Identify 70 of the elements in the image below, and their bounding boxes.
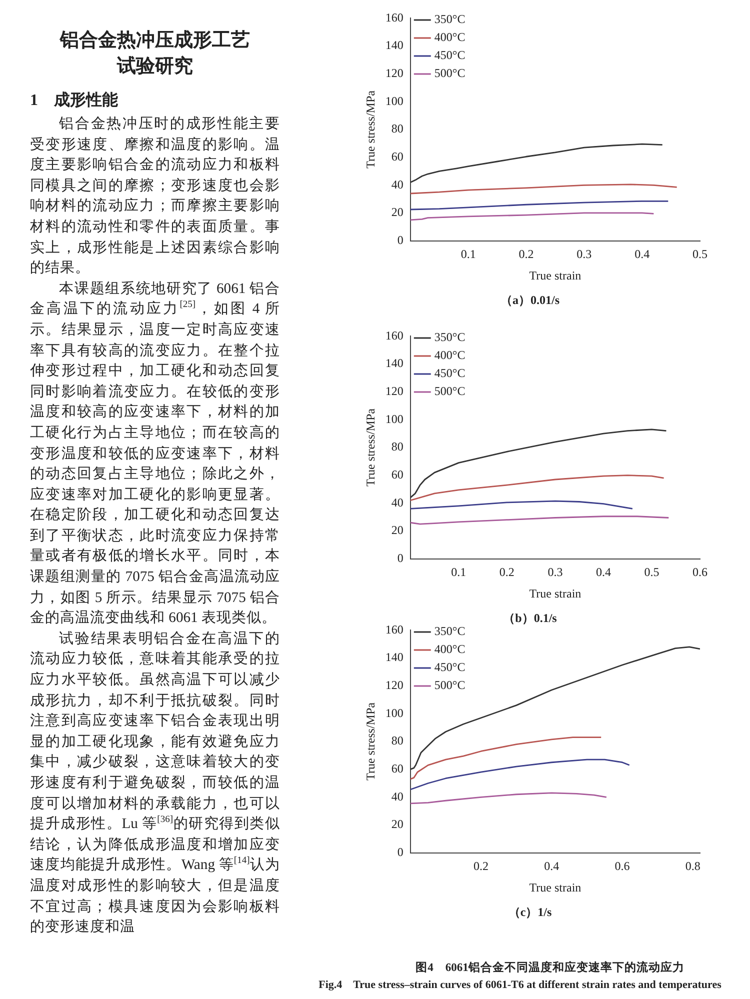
y-tick-label: 20 — [391, 523, 404, 538]
text: 试验结果表明铝合金在高温下的流动应力较低，意味着其能承受的拉应力水平较低。虽然高温下可以减少成形抗力，却不利于抵抗破裂。同时注意到高应变速率下铝合金表现出明显的加工硬化现象，能有效避免应力集中，减少破裂，这意味着较大的变形速度有利于避免破裂，而较低的温度可以增加材料的承载能力，也可以提升成形性。Lu 等$^{[36]}$的研究得到类似结论，认为降低成形温度和增加应变速度均能提升成形性。Wang 等$^{[14]}$认为温度对成形性的影响较大，但是温度不宜过高；模具速度因为会影响板料的变形速度和温 — [30, 630, 280, 936]
y-tick-label: 20 — [391, 205, 404, 220]
text: 铝合金热冲压时的成形性能主要受变形速度、摩擦和温度的影响。温度主要影响铝合金的流动应力和板料同模具之间的摩擦；变形速度也会影响材料的流动应力；而摩擦主要影响材料的流动性和零件的表面质量。事实上，成形性能是上述因素综合影响的结果。 — [30, 114, 280, 278]
y-tick-label: 160 — [385, 10, 404, 24]
x-tick-label: 0.3 — [576, 247, 592, 262]
y-tick-label: 20 — [391, 817, 404, 832]
y-tick-label: 0 — [397, 232, 404, 247]
x-axis-title: True strain — [529, 880, 582, 895]
text: （c）1/s — [508, 904, 552, 919]
y-tick-label: 160 — [385, 328, 404, 342]
legend-label: 400°C — [434, 30, 466, 44]
y-tick-label: 100 — [385, 706, 404, 720]
y-tick-label: 100 — [385, 94, 404, 108]
y-tick-label: 0 — [397, 844, 404, 859]
x-tick-label: 0.4 — [544, 859, 560, 874]
caption: Fig.4 True stress–strain curves of 6061-T6 at different strain rates and temperatures — [318, 978, 722, 992]
y-axis-title: True stress/MPa — [363, 702, 378, 780]
legend-label: 400°C — [434, 642, 466, 656]
legend-label: 400°C — [434, 348, 466, 362]
x-tick-label: 0.5 — [644, 565, 660, 580]
y-tick-label: 80 — [391, 122, 404, 136]
y-axis-title: True stress/MPa — [363, 90, 378, 168]
legend-label: 450°C — [434, 366, 466, 380]
text: （a）0.01/s — [500, 292, 560, 307]
x-axis-title: True strain — [529, 268, 582, 283]
y-tick-label: 0 — [397, 550, 404, 565]
y-tick-label: 140 — [385, 356, 404, 370]
y-tick-label: 140 — [385, 650, 404, 664]
y-tick-label: 40 — [391, 177, 404, 192]
x-tick-label: 0.4 — [596, 565, 611, 580]
text: 铝合金热冲压成形工艺试验研究 — [58, 29, 251, 79]
y-tick-label: 120 — [385, 66, 404, 80]
x-axis-title: True strain — [529, 586, 582, 601]
text: 本课题组系统地研究了 6061 铝合金高温下的流动应力$^{[25]}$，如图 4 所示。结果显示，温度一定时高应变速率下具有较高的流变应力。在整个拉伸变形过程中，加工硬化和动态回复同时影响着流变应力。在较低的变形温度和较高的应变速率下，材料的加工硬化行为占主导地位；而在较高的变形温度和较低的应变速率下，材料的动态回复占主导地位；除此之外，应变速率对加工硬化的影响更显著。在稳定阶段，加工硬化和动态回复达到了平衡状态，此时流变应力保持常量或者有极低的增长水平。同时，本课题组测量的 7075 铝合金高温流动应力，如图 5 所示。结果显示 7075 铝合金的高温流变曲线和 6061 表现类似。 — [30, 280, 280, 626]
legend-label: 450°C — [434, 48, 466, 62]
x-tick-label: 0.8 — [685, 859, 700, 874]
y-tick-label: 40 — [391, 789, 404, 804]
legend-label: 350°C — [434, 12, 466, 26]
y-tick-label: 120 — [385, 384, 404, 398]
x-tick-label: 0.3 — [548, 565, 563, 580]
y-tick-label: 80 — [391, 734, 404, 748]
x-tick-label: 0.2 — [499, 565, 514, 580]
legend-label: 350°C — [434, 624, 466, 638]
y-axis-title: True stress/MPa — [363, 408, 378, 486]
y-tick-label: 120 — [385, 678, 404, 692]
x-tick-label: 0.6 — [614, 859, 630, 874]
y-tick-label: 60 — [391, 467, 404, 482]
x-tick-label: 0.2 — [474, 859, 489, 874]
x-tick-label: 0.6 — [692, 565, 708, 580]
legend-label: 500°C — [434, 66, 466, 80]
caption: 图4 6061铝合金不同温度和应变速率下的流动应力 — [414, 960, 686, 975]
x-tick-label: 0.1 — [451, 565, 466, 580]
legend-label: 450°C — [434, 660, 466, 674]
y-tick-label: 160 — [385, 622, 404, 636]
text: （b）0.1/s — [503, 610, 558, 625]
legend-label: 500°C — [434, 384, 466, 398]
text: 1 成形性能 — [30, 90, 119, 111]
x-tick-label: 0.5 — [692, 247, 708, 262]
y-tick-label: 140 — [385, 38, 404, 52]
y-tick-label: 40 — [391, 495, 404, 510]
y-tick-label: 80 — [391, 440, 404, 454]
x-tick-label: 0.4 — [634, 247, 650, 262]
y-tick-label: 100 — [385, 412, 404, 426]
legend-label: 500°C — [434, 678, 466, 692]
y-tick-label: 60 — [391, 149, 404, 164]
x-tick-label: 0.1 — [460, 247, 476, 262]
y-tick-label: 60 — [391, 761, 404, 776]
legend-label: 350°C — [434, 330, 466, 344]
x-tick-label: 0.2 — [518, 247, 534, 262]
